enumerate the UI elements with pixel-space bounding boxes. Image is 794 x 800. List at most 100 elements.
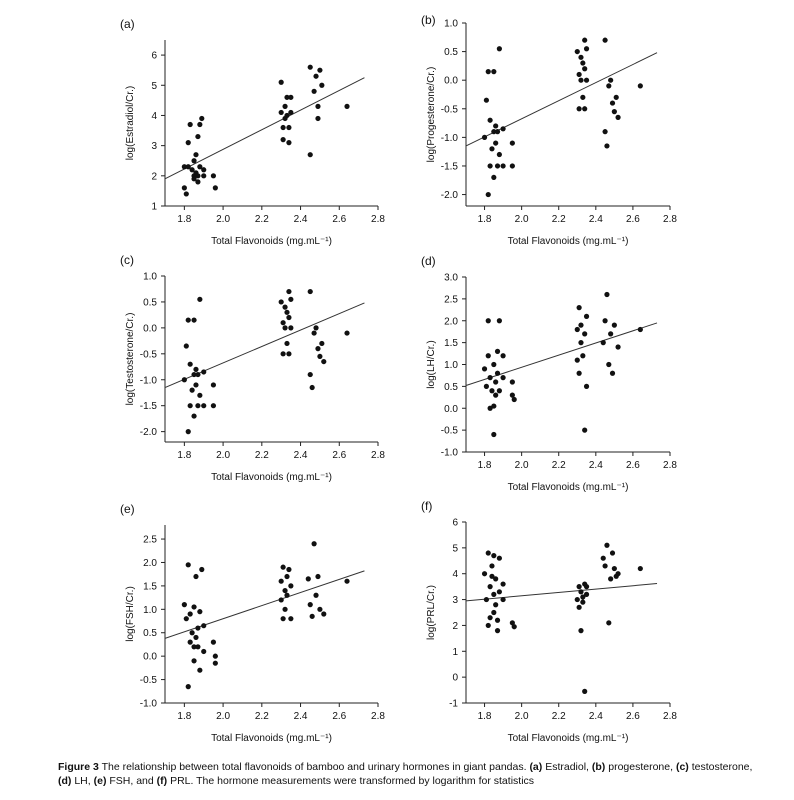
data-point bbox=[500, 163, 506, 169]
data-point bbox=[288, 616, 294, 622]
x-tick-label: 2.4 bbox=[294, 214, 308, 225]
x-tick-label: 1.8 bbox=[478, 460, 492, 471]
y-tick-label: 0.5 bbox=[143, 297, 157, 308]
data-point bbox=[181, 602, 187, 608]
data-point bbox=[305, 576, 311, 582]
data-point bbox=[511, 624, 517, 630]
data-point bbox=[491, 129, 497, 135]
data-point bbox=[191, 158, 197, 164]
data-point bbox=[286, 140, 292, 146]
data-point bbox=[282, 103, 288, 109]
data-point bbox=[576, 305, 582, 311]
caption-figure-label: Figure 3 bbox=[58, 761, 99, 773]
y-tick-label: -1.0 bbox=[140, 699, 158, 710]
data-point bbox=[637, 565, 643, 572]
data-point bbox=[311, 88, 317, 94]
data-point bbox=[282, 304, 288, 310]
data-point bbox=[317, 353, 323, 360]
data-point bbox=[611, 109, 617, 115]
x-tick-label: 2.0 bbox=[216, 450, 230, 461]
data-point bbox=[183, 616, 189, 622]
data-point bbox=[496, 555, 502, 561]
data-point bbox=[315, 573, 321, 580]
data-point bbox=[201, 369, 207, 375]
data-point bbox=[201, 173, 207, 179]
x-tick-label: 2.4 bbox=[294, 450, 308, 461]
x-tick-label: 2.2 bbox=[255, 450, 269, 461]
data-point bbox=[280, 137, 286, 143]
data-point bbox=[483, 596, 489, 603]
data-point bbox=[580, 94, 586, 100]
data-point bbox=[493, 576, 499, 582]
data-point bbox=[483, 383, 489, 389]
data-point bbox=[183, 343, 189, 349]
data-point bbox=[487, 615, 493, 621]
y-tick-label: -0.5 bbox=[441, 426, 459, 437]
data-point bbox=[485, 550, 491, 556]
y-tick-label: -0.5 bbox=[140, 675, 158, 686]
x-tick-label: 1.8 bbox=[177, 711, 191, 722]
y-tick-label: 1.5 bbox=[444, 338, 458, 349]
data-point bbox=[496, 388, 502, 394]
data-point bbox=[187, 639, 193, 645]
y-tick-label: 6 bbox=[151, 51, 157, 62]
data-point bbox=[189, 630, 195, 636]
data-point bbox=[582, 37, 588, 43]
data-point bbox=[500, 596, 506, 603]
data-point bbox=[578, 322, 584, 328]
y-tick-label: 2.5 bbox=[143, 535, 157, 546]
x-tick-label: 2.8 bbox=[663, 460, 677, 471]
y-tick-label: 3.0 bbox=[444, 273, 458, 284]
data-point bbox=[491, 553, 497, 559]
data-point bbox=[493, 379, 499, 385]
data-point bbox=[197, 296, 203, 302]
data-point bbox=[496, 589, 502, 595]
data-point bbox=[578, 340, 584, 346]
data-point bbox=[191, 413, 197, 419]
data-point bbox=[500, 375, 506, 381]
data-point bbox=[583, 313, 590, 319]
data-point bbox=[185, 562, 191, 568]
data-point bbox=[602, 129, 608, 135]
data-point bbox=[615, 114, 621, 120]
data-point bbox=[191, 317, 197, 323]
chart-panel-b: 1.8 2.0 2.2 2.4 2.6 2.8 1.0 0.5 0.0 -0.5 -1.0 -1.5 -… bbox=[421, 13, 677, 247]
data-point bbox=[313, 325, 319, 331]
y-tick-label: 5 bbox=[452, 543, 458, 554]
trend-line bbox=[164, 77, 365, 180]
data-point bbox=[193, 152, 199, 158]
y-tick-label: -2.0 bbox=[441, 190, 459, 201]
data-point bbox=[286, 314, 292, 321]
data-point bbox=[583, 46, 590, 52]
data-point bbox=[311, 330, 317, 336]
x-tick-label: 2.8 bbox=[371, 450, 385, 461]
x-tick-label: 2.6 bbox=[332, 711, 346, 722]
data-point bbox=[496, 46, 502, 52]
chart-panel-e: 1.8 2.0 2.2 2.4 2.6 2.8 2.5 2.0 1.5 1.0 0.5 0.0 -0.5… bbox=[120, 502, 385, 744]
y-tick-label: 0.0 bbox=[444, 404, 458, 415]
data-point bbox=[487, 375, 493, 381]
x-tick-label: 2.2 bbox=[255, 711, 269, 722]
data-point bbox=[580, 353, 586, 359]
data-point bbox=[199, 115, 205, 122]
data-point bbox=[578, 628, 584, 634]
figure-caption: Figure 3 The relationship between total … bbox=[58, 761, 753, 787]
data-point bbox=[288, 94, 294, 100]
y-axis-title: log(LH/Cr.) bbox=[426, 340, 437, 388]
data-point bbox=[284, 309, 290, 315]
x-tick-label: 2.8 bbox=[663, 711, 677, 722]
panel-label: (c) bbox=[120, 253, 134, 267]
data-point bbox=[491, 174, 497, 181]
data-point bbox=[600, 555, 606, 561]
x-tick-label: 1.8 bbox=[478, 214, 492, 225]
data-point bbox=[187, 121, 193, 128]
data-point bbox=[491, 591, 497, 598]
y-tick-label: 4 bbox=[452, 569, 458, 580]
data-point bbox=[500, 126, 506, 132]
y-tick-label: 0.5 bbox=[444, 47, 458, 58]
data-point bbox=[201, 623, 207, 629]
y-tick-label: -0.5 bbox=[441, 104, 459, 115]
x-tick-label: 2.0 bbox=[216, 214, 230, 225]
data-point bbox=[317, 606, 323, 612]
data-point bbox=[280, 616, 286, 622]
